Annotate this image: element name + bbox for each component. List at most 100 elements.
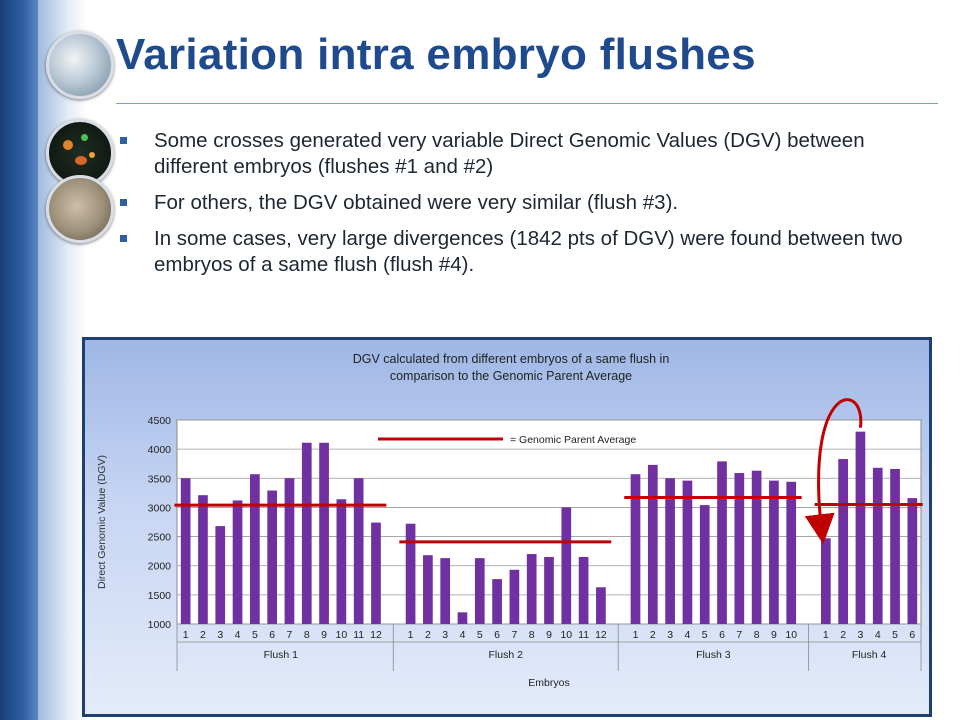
y-tick-label: 1500 [148, 590, 172, 602]
x-tick-label: 2 [425, 629, 431, 641]
x-tick-label: 12 [595, 629, 607, 641]
bar [751, 470, 762, 624]
left-decor-gradient [38, 0, 88, 720]
divergence-arrow [804, 398, 863, 545]
x-tick-label: 9 [771, 629, 777, 641]
bullet-item: In some cases, very large divergences (1… [120, 226, 920, 278]
petri-dish-photo-icon [46, 175, 114, 243]
x-tick-label: 9 [546, 629, 552, 641]
bar [890, 468, 900, 624]
bullet-square-icon [120, 235, 127, 242]
x-tick-label: 6 [494, 629, 500, 641]
bullet-square-icon [120, 137, 127, 144]
group-label: Flush 2 [489, 649, 524, 661]
x-tick-label: 11 [353, 629, 364, 641]
x-tick-label: 8 [304, 629, 310, 641]
title-divider [116, 103, 938, 104]
x-tick-label: 1 [183, 629, 189, 641]
dgv-bar-chart: DGV calculated from different embryos of… [96, 352, 923, 689]
y-tick-label: 3500 [148, 473, 172, 485]
left-decor-band [0, 0, 38, 720]
bar [440, 558, 451, 624]
bar [734, 473, 745, 624]
bar [717, 461, 727, 624]
chart-title-line-1: DGV calculated from different embryos of… [353, 352, 670, 366]
bullet-list: Some crosses generated very variable Dir… [120, 128, 920, 288]
bar [457, 612, 468, 624]
x-tick-label: 4 [235, 629, 241, 641]
bar [284, 478, 295, 624]
legend-label: = Genomic Parent Average [510, 434, 636, 446]
y-tick-label: 4500 [148, 415, 172, 427]
bar [699, 505, 710, 624]
x-tick-label: 1 [408, 629, 414, 641]
x-tick-label: 3 [667, 629, 673, 641]
bar [855, 431, 866, 624]
x-tick-label: 6 [719, 629, 725, 641]
group-label: Flush 4 [852, 649, 887, 661]
bar [647, 464, 658, 624]
x-tick-label: 12 [370, 629, 382, 641]
bar [198, 495, 208, 624]
x-axis-label: Embryos [528, 677, 569, 689]
bar [301, 442, 312, 624]
bar [544, 556, 554, 624]
x-tick-label: 5 [892, 629, 898, 641]
x-tick-label: 3 [442, 629, 448, 641]
x-tick-label: 6 [909, 629, 915, 641]
x-tick-label: 1 [633, 629, 639, 641]
bar [578, 556, 589, 624]
bullet-item: For others, the DGV obtained were very s… [120, 190, 920, 216]
bar [405, 523, 416, 624]
x-tick-label: 5 [252, 629, 258, 641]
x-tick-label: 7 [736, 629, 742, 641]
x-tick-label: 11 [578, 629, 589, 641]
bar [596, 587, 606, 624]
x-tick-label: 7 [287, 629, 293, 641]
x-tick-label: 1 [823, 629, 829, 641]
bullet-text: For others, the DGV obtained were very s… [154, 191, 679, 214]
x-tick-label: 6 [269, 629, 275, 641]
x-tick-label: 4 [875, 629, 881, 641]
bar [682, 480, 693, 624]
bullet-text: In some cases, very large divergences (1… [154, 227, 903, 276]
y-axis-label: Direct Genomic Value (DGV) [96, 455, 108, 589]
bar [267, 490, 278, 624]
group-label: Flush 3 [696, 649, 731, 661]
bar [232, 500, 243, 624]
x-tick-label: 7 [511, 629, 517, 641]
bar [561, 507, 572, 624]
y-tick-label: 3000 [148, 502, 172, 514]
bar [336, 499, 347, 624]
bar [872, 467, 883, 624]
bar [509, 569, 520, 624]
chart-title-line-2: comparison to the Genomic Parent Average [390, 369, 632, 383]
bar [423, 555, 433, 624]
slide-title: Variation intra embryo flushes [116, 30, 756, 79]
bar [786, 481, 797, 624]
x-tick-label: 2 [650, 629, 656, 641]
bar [215, 526, 226, 624]
x-tick-label: 8 [529, 629, 535, 641]
bar [474, 558, 485, 624]
bar [353, 478, 364, 624]
bar [665, 478, 675, 624]
x-tick-label: 2 [200, 629, 206, 641]
x-tick-label: 8 [754, 629, 760, 641]
bar [492, 579, 502, 624]
bar [526, 554, 537, 624]
x-tick-label: 10 [785, 629, 797, 641]
x-tick-label: 4 [684, 629, 690, 641]
x-tick-label: 2 [840, 629, 846, 641]
y-tick-label: 2000 [148, 561, 172, 573]
bar [319, 442, 329, 624]
bar [769, 480, 779, 624]
bar [250, 474, 260, 624]
bar [180, 478, 191, 624]
chart-panel: DGV calculated from different embryos of… [82, 337, 932, 717]
x-tick-label: 3 [858, 629, 864, 641]
y-tick-label: 1000 [148, 619, 172, 631]
bar [371, 522, 381, 624]
y-tick-label: 2500 [148, 532, 172, 544]
x-tick-label: 10 [336, 629, 348, 641]
